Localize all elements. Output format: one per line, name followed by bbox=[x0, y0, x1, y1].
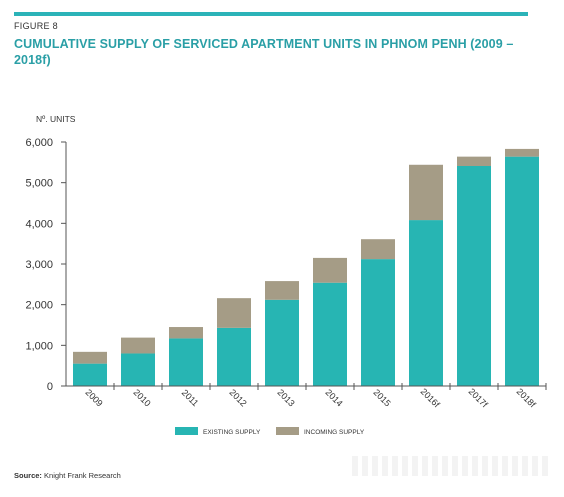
x-tick-label: 2017f bbox=[467, 386, 490, 409]
legend-swatch-existing bbox=[175, 427, 198, 435]
x-tick-label: 2010 bbox=[132, 387, 153, 408]
bar-existing-2009 bbox=[73, 363, 107, 386]
legend-swatch-incoming bbox=[276, 427, 299, 435]
x-tick-label: 2009 bbox=[84, 387, 105, 408]
x-tick-label: 2013 bbox=[276, 387, 297, 408]
bar-incoming-2015 bbox=[361, 239, 395, 260]
legend-label-existing: EXISTING SUPPLY bbox=[203, 429, 261, 436]
y-tick-label: 0 bbox=[47, 381, 53, 393]
x-tick-label: 2018f bbox=[515, 386, 538, 409]
bar-existing-2016f bbox=[409, 220, 443, 386]
bar-existing-2012 bbox=[217, 327, 251, 386]
y-tick-label: 2,000 bbox=[25, 300, 53, 312]
top-accent-rule bbox=[14, 12, 528, 16]
bar-incoming-2014 bbox=[313, 257, 347, 283]
bar-incoming-2017f bbox=[457, 156, 491, 166]
figure-label: FIGURE 8 bbox=[14, 21, 58, 31]
x-tick-label: 2016f bbox=[419, 386, 442, 409]
bar-existing-2014 bbox=[313, 282, 347, 386]
y-tick-label: 3,000 bbox=[25, 259, 53, 271]
y-tick-label: 1,000 bbox=[25, 340, 53, 352]
y-tick-label: 6,000 bbox=[25, 137, 53, 149]
bar-existing-2018f bbox=[505, 156, 539, 386]
chart-title: CUMULATIVE SUPPLY OF SERVICED APARTMENT … bbox=[14, 37, 514, 67]
bar-existing-2017f bbox=[457, 165, 491, 386]
x-tick-label: 2011 bbox=[180, 387, 201, 408]
bar-incoming-2011 bbox=[169, 327, 203, 339]
watermark bbox=[352, 456, 552, 476]
bar-existing-2015 bbox=[361, 259, 395, 386]
bar-incoming-2012 bbox=[217, 298, 251, 328]
bar-incoming-2016f bbox=[409, 164, 443, 221]
y-axis-title: Nº. UNITS bbox=[36, 114, 76, 124]
source-label: Source: bbox=[14, 471, 42, 480]
bar-incoming-2009 bbox=[73, 351, 107, 364]
source-note: Source: Knight Frank Research bbox=[14, 471, 121, 480]
bar-existing-2011 bbox=[169, 338, 203, 386]
bar-existing-2013 bbox=[265, 299, 299, 386]
x-tick-label: 2015 bbox=[372, 387, 393, 408]
legend-label-incoming: INCOMING SUPPLY bbox=[304, 429, 365, 436]
x-tick-label: 2014 bbox=[324, 387, 345, 408]
bar-incoming-2010 bbox=[121, 337, 155, 354]
y-tick-label: 5,000 bbox=[25, 178, 53, 190]
bar-existing-2010 bbox=[121, 353, 155, 386]
source-text: Knight Frank Research bbox=[44, 471, 121, 480]
y-tick-label: 4,000 bbox=[25, 218, 53, 230]
x-tick-label: 2012 bbox=[228, 387, 249, 408]
bar-incoming-2013 bbox=[265, 281, 299, 300]
bar-incoming-2018f bbox=[505, 148, 539, 157]
